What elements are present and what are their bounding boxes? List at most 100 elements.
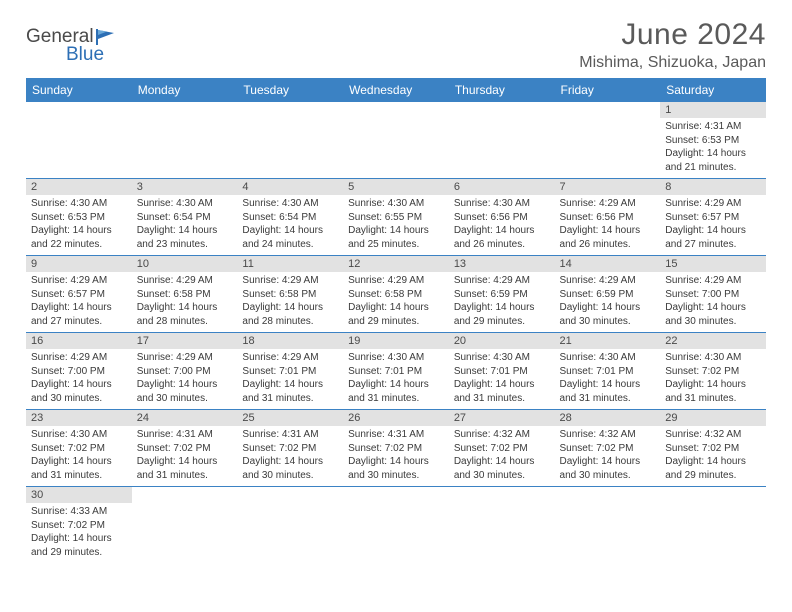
calendar-cell [449, 487, 555, 564]
calendar-cell: 25Sunrise: 4:31 AMSunset: 7:02 PMDayligh… [237, 410, 343, 487]
day-detail-line: Sunrise: 4:30 AM [242, 197, 338, 211]
day-number: 19 [343, 333, 449, 349]
day-details: Sunrise: 4:29 AMSunset: 6:57 PMDaylight:… [26, 272, 132, 332]
day-detail-line: Sunset: 7:02 PM [348, 442, 444, 456]
day-detail-line: Daylight: 14 hours [348, 301, 444, 315]
day-detail-line: Daylight: 14 hours [560, 378, 656, 392]
calendar-cell: 7Sunrise: 4:29 AMSunset: 6:56 PMDaylight… [555, 179, 661, 256]
day-number: 21 [555, 333, 661, 349]
day-number: 20 [449, 333, 555, 349]
day-number: 28 [555, 410, 661, 426]
day-detail-line: Sunrise: 4:30 AM [31, 197, 127, 211]
day-detail-line: Sunset: 6:53 PM [665, 134, 761, 148]
day-detail-line: and 21 minutes. [665, 161, 761, 175]
calendar-cell: 14Sunrise: 4:29 AMSunset: 6:59 PMDayligh… [555, 256, 661, 333]
weekday-header: Wednesday [343, 78, 449, 102]
day-detail-line: Sunset: 7:02 PM [665, 365, 761, 379]
day-detail-line: Sunset: 6:54 PM [137, 211, 233, 225]
calendar-cell: 12Sunrise: 4:29 AMSunset: 6:58 PMDayligh… [343, 256, 449, 333]
day-details: Sunrise: 4:30 AMSunset: 6:53 PMDaylight:… [26, 195, 132, 255]
calendar-cell: 29Sunrise: 4:32 AMSunset: 7:02 PMDayligh… [660, 410, 766, 487]
day-detail-line: Sunrise: 4:31 AM [137, 428, 233, 442]
day-detail-line: Sunrise: 4:29 AM [454, 274, 550, 288]
day-detail-line: Sunset: 7:00 PM [31, 365, 127, 379]
day-detail-line: Daylight: 14 hours [454, 455, 550, 469]
day-number: 17 [132, 333, 238, 349]
day-detail-line: Sunrise: 4:29 AM [31, 274, 127, 288]
day-detail-line: Sunrise: 4:32 AM [454, 428, 550, 442]
day-detail-line: and 29 minutes. [348, 315, 444, 329]
day-detail-line: Sunset: 7:02 PM [665, 442, 761, 456]
day-details: Sunrise: 4:30 AMSunset: 7:02 PMDaylight:… [26, 426, 132, 486]
day-detail-line: and 30 minutes. [348, 469, 444, 483]
day-detail-line: and 22 minutes. [31, 238, 127, 252]
day-detail-line: Sunset: 6:53 PM [31, 211, 127, 225]
month-title: June 2024 [579, 18, 766, 52]
calendar-cell: 22Sunrise: 4:30 AMSunset: 7:02 PMDayligh… [660, 333, 766, 410]
day-details: Sunrise: 4:29 AMSunset: 6:58 PMDaylight:… [237, 272, 343, 332]
calendar-cell [555, 487, 661, 564]
day-detail-line: Sunset: 6:54 PM [242, 211, 338, 225]
day-details: Sunrise: 4:29 AMSunset: 7:01 PMDaylight:… [237, 349, 343, 409]
day-detail-line: Daylight: 14 hours [454, 378, 550, 392]
day-detail-line: Daylight: 14 hours [31, 455, 127, 469]
day-detail-line: Sunrise: 4:31 AM [242, 428, 338, 442]
day-detail-line: and 28 minutes. [242, 315, 338, 329]
day-detail-line: Sunrise: 4:32 AM [665, 428, 761, 442]
calendar-row: 23Sunrise: 4:30 AMSunset: 7:02 PMDayligh… [26, 410, 766, 487]
day-detail-line: Daylight: 14 hours [137, 378, 233, 392]
day-details: Sunrise: 4:30 AMSunset: 7:01 PMDaylight:… [555, 349, 661, 409]
day-number: 22 [660, 333, 766, 349]
day-details: Sunrise: 4:29 AMSunset: 6:59 PMDaylight:… [555, 272, 661, 332]
calendar-table: Sunday Monday Tuesday Wednesday Thursday… [26, 78, 766, 563]
day-details: Sunrise: 4:31 AMSunset: 7:02 PMDaylight:… [343, 426, 449, 486]
calendar-cell: 13Sunrise: 4:29 AMSunset: 6:59 PMDayligh… [449, 256, 555, 333]
day-detail-line: Daylight: 14 hours [31, 301, 127, 315]
calendar-cell [343, 487, 449, 564]
calendar-cell: 1Sunrise: 4:31 AMSunset: 6:53 PMDaylight… [660, 102, 766, 179]
day-detail-line: Sunrise: 4:33 AM [31, 505, 127, 519]
day-number: 23 [26, 410, 132, 426]
day-detail-line: and 30 minutes. [560, 469, 656, 483]
day-details: Sunrise: 4:29 AMSunset: 6:56 PMDaylight:… [555, 195, 661, 255]
day-detail-line: Sunset: 6:57 PM [665, 211, 761, 225]
day-detail-line: Daylight: 14 hours [242, 378, 338, 392]
day-detail-line: Daylight: 14 hours [348, 378, 444, 392]
calendar-row: 9Sunrise: 4:29 AMSunset: 6:57 PMDaylight… [26, 256, 766, 333]
day-details: Sunrise: 4:30 AMSunset: 7:02 PMDaylight:… [660, 349, 766, 409]
weekday-header-row: Sunday Monday Tuesday Wednesday Thursday… [26, 78, 766, 102]
day-details: Sunrise: 4:33 AMSunset: 7:02 PMDaylight:… [26, 503, 132, 563]
day-number: 15 [660, 256, 766, 272]
day-details: Sunrise: 4:29 AMSunset: 7:00 PMDaylight:… [26, 349, 132, 409]
day-detail-line: Daylight: 14 hours [454, 224, 550, 238]
day-detail-line: and 24 minutes. [242, 238, 338, 252]
logo-text-blue: Blue [66, 44, 118, 66]
day-detail-line: Daylight: 14 hours [560, 301, 656, 315]
day-detail-line: Sunrise: 4:29 AM [665, 274, 761, 288]
day-number: 16 [26, 333, 132, 349]
calendar-row: 30Sunrise: 4:33 AMSunset: 7:02 PMDayligh… [26, 487, 766, 564]
day-detail-line: Sunrise: 4:29 AM [31, 351, 127, 365]
day-detail-line: and 31 minutes. [31, 469, 127, 483]
calendar-cell: 19Sunrise: 4:30 AMSunset: 7:01 PMDayligh… [343, 333, 449, 410]
logo: General Blue [26, 26, 118, 66]
day-details: Sunrise: 4:30 AMSunset: 7:01 PMDaylight:… [449, 349, 555, 409]
calendar-cell [449, 102, 555, 179]
day-detail-line: Sunrise: 4:30 AM [665, 351, 761, 365]
location: Mishima, Shizuoka, Japan [579, 54, 766, 72]
calendar-cell: 26Sunrise: 4:31 AMSunset: 7:02 PMDayligh… [343, 410, 449, 487]
calendar-cell [132, 102, 238, 179]
day-detail-line: Daylight: 14 hours [560, 455, 656, 469]
day-detail-line: and 31 minutes. [137, 469, 233, 483]
calendar-cell: 5Sunrise: 4:30 AMSunset: 6:55 PMDaylight… [343, 179, 449, 256]
day-detail-line: Sunset: 7:02 PM [31, 519, 127, 533]
day-detail-line: Sunset: 6:56 PM [560, 211, 656, 225]
day-detail-line: Sunset: 7:02 PM [137, 442, 233, 456]
day-detail-line: Sunset: 6:58 PM [348, 288, 444, 302]
day-details: Sunrise: 4:32 AMSunset: 7:02 PMDaylight:… [660, 426, 766, 486]
day-details: Sunrise: 4:29 AMSunset: 7:00 PMDaylight:… [660, 272, 766, 332]
day-detail-line: and 29 minutes. [665, 469, 761, 483]
calendar-cell: 2Sunrise: 4:30 AMSunset: 6:53 PMDaylight… [26, 179, 132, 256]
day-number: 13 [449, 256, 555, 272]
calendar-cell: 24Sunrise: 4:31 AMSunset: 7:02 PMDayligh… [132, 410, 238, 487]
